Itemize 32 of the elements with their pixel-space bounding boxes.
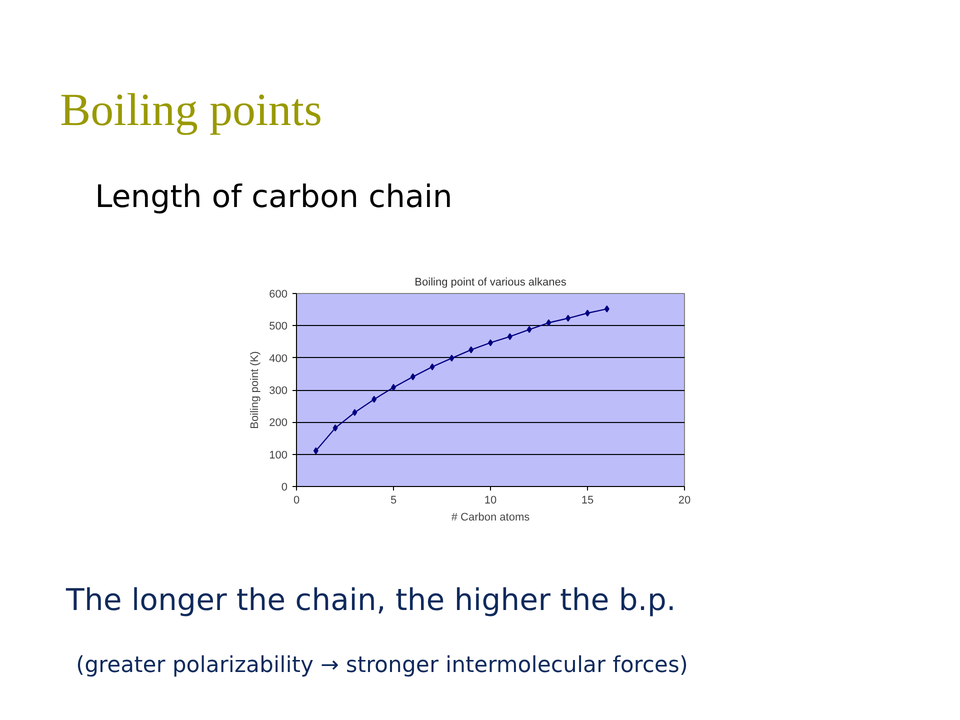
point [352, 409, 358, 416]
point [313, 447, 318, 454]
y-tick-label: 300 [269, 385, 288, 397]
x-tick-label: 5 [390, 494, 397, 506]
point [430, 363, 435, 370]
x-tick-label: 15 [581, 494, 594, 506]
y-tick-label: 0 [281, 482, 288, 494]
point [604, 305, 610, 312]
chart-title: Boiling point of various alkanes [414, 276, 567, 288]
point [372, 396, 377, 403]
text: Boiling points [60, 83, 322, 137]
y-tick-label: 500 [269, 320, 288, 333]
x-tick-label: 0 [293, 494, 300, 506]
y-tick-label: 200 [269, 417, 288, 430]
y-tick-label: 600 [269, 288, 288, 300]
point [468, 346, 474, 354]
x-tick-label: 10 [484, 494, 497, 506]
y-tick-label: 400 [269, 352, 288, 365]
point [546, 319, 552, 326]
point [449, 354, 454, 362]
text: (greater polarizability → stronger intermolecular forces) [76, 652, 688, 680]
x-tick-label: 20 [678, 494, 691, 506]
text: Length of carbon chain [95, 178, 452, 217]
y-tick-label: 100 [269, 449, 288, 462]
point [507, 333, 512, 340]
point [332, 424, 338, 432]
point [410, 373, 416, 380]
point [566, 314, 571, 322]
y-axis-title: Boiling point (K) [249, 351, 262, 429]
point [526, 326, 532, 334]
text: The longer the chain, the higher the b.p. [66, 582, 676, 620]
x-axis-title: # Carbon atoms [451, 512, 530, 524]
